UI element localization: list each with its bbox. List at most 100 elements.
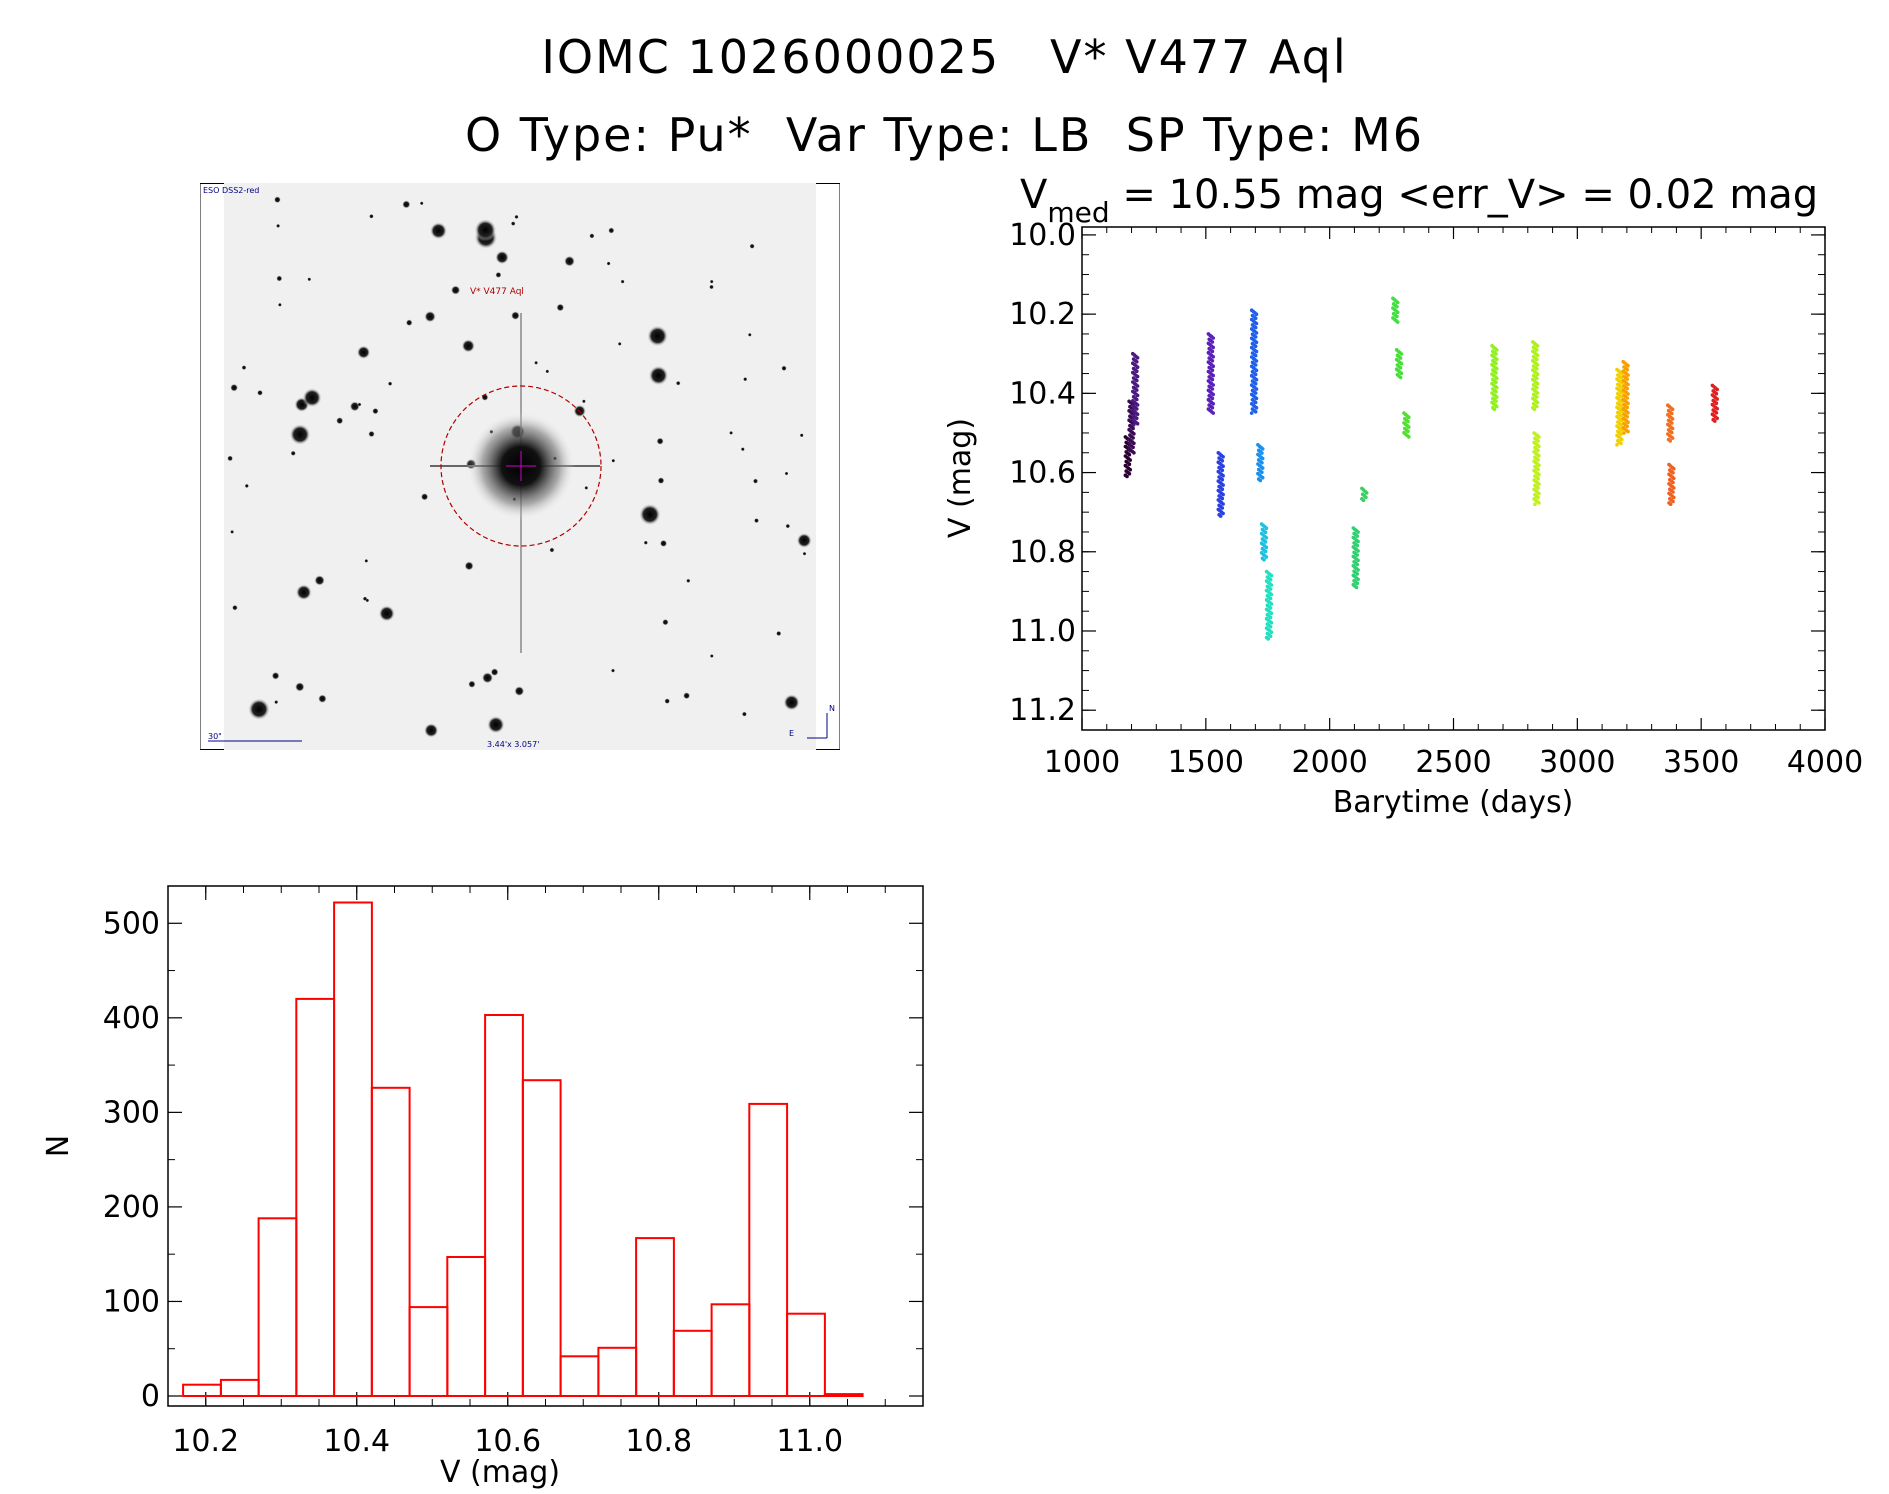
field-star (276, 275, 283, 282)
lc-point (1536, 458, 1540, 462)
lc-point-cluster (1216, 451, 1225, 518)
lc-xtick-label: 3500 (1663, 745, 1739, 780)
lc-point (1619, 422, 1623, 427)
lc-point-cluster (1264, 569, 1274, 641)
lc-point (1622, 431, 1626, 435)
lc-point (1670, 430, 1674, 435)
lc-point (1495, 366, 1499, 371)
lc-point (1127, 462, 1132, 467)
survey-label: ESO DSS2-red (203, 186, 259, 195)
lc-point (1619, 375, 1623, 380)
lc-point (1254, 312, 1259, 316)
lc-point (1266, 637, 1270, 641)
field-star (514, 214, 519, 220)
lc-point (1494, 361, 1498, 366)
lc-point (1135, 384, 1140, 388)
lc-point (1218, 514, 1223, 518)
lc-point (1620, 437, 1624, 442)
field-stars (227, 196, 812, 738)
lc-point (1221, 464, 1225, 469)
lc-point (1260, 456, 1265, 461)
lc-point (1268, 625, 1273, 629)
field-star (423, 723, 439, 738)
lc-point (1395, 320, 1400, 324)
lc-point (1626, 429, 1630, 434)
lc-point-cluster (1394, 348, 1404, 380)
lc-point (1220, 487, 1225, 492)
lc-point (1211, 345, 1215, 350)
hist-bar (257, 1217, 298, 1397)
lc-point (1253, 353, 1258, 358)
field-star (277, 302, 282, 307)
field-star (307, 277, 312, 282)
field-star (420, 493, 429, 501)
lc-point (1211, 392, 1215, 397)
lc-point (1537, 491, 1541, 496)
lc-point (1354, 585, 1359, 590)
lc-point (1625, 377, 1629, 381)
lc-point (1268, 634, 1273, 638)
hist-ytick-label: 0 (141, 1379, 160, 1414)
lc-point (1128, 467, 1132, 472)
lc-point (1264, 526, 1269, 530)
lc-xtick-label: 2500 (1415, 745, 1491, 780)
field-star (617, 341, 622, 346)
lc-point (1625, 386, 1629, 391)
lc-point (1253, 363, 1258, 367)
lc-axis-ticks: 1000 1500 2000 2500 3000 3500 4000 10.0 10.2 10.4… (1009, 218, 1863, 780)
lc-point (1670, 411, 1674, 416)
field-star (620, 279, 625, 284)
hist-axis-ticks: 10.2 10.4 10.6 10.8 11.0 0 100 200 300 400 500 (103, 886, 923, 1459)
lc-point (1398, 356, 1403, 360)
lc-xtick-label: 2000 (1291, 745, 1367, 780)
lc-point (1715, 416, 1719, 421)
lc-point (1135, 407, 1139, 411)
lc-point-cluster (1667, 462, 1676, 507)
lc-point (1260, 447, 1265, 451)
lc-point (1132, 441, 1136, 446)
lc-point (1619, 432, 1623, 436)
lc-point (1626, 411, 1630, 415)
field-star (662, 618, 669, 626)
lc-xtick-label: 4000 (1787, 745, 1863, 780)
lc-point (1535, 376, 1539, 380)
compass-n: N (829, 704, 835, 713)
lc-point (1220, 496, 1225, 501)
lc-point (1533, 502, 1537, 507)
lc-point (1264, 555, 1269, 559)
field-star (510, 311, 520, 321)
lc-point (1619, 394, 1623, 399)
field-star (781, 365, 787, 372)
lc-point (1364, 495, 1368, 500)
lc-point (1536, 439, 1540, 443)
lc-point (1626, 401, 1630, 406)
field-star (495, 271, 502, 278)
lc-xtick-label: 1000 (1044, 745, 1120, 780)
lc-point (1355, 543, 1360, 548)
lc-point (1211, 336, 1215, 340)
lc-point (1714, 411, 1719, 415)
lc-point (1211, 383, 1215, 387)
lc-point (1626, 373, 1630, 377)
lc-ytick-label: 10.2 (1009, 297, 1076, 332)
lc-point (1210, 359, 1215, 363)
field-star (368, 430, 375, 438)
lc-point (1253, 391, 1258, 395)
field-star (271, 671, 280, 680)
hist-bar (484, 1014, 524, 1397)
lc-point (1221, 502, 1225, 506)
field-star (405, 319, 413, 327)
lc-point (1135, 416, 1139, 421)
lc-plot-frame (1081, 226, 1826, 731)
hist-bar (748, 1102, 789, 1397)
lc-point (1132, 451, 1136, 455)
lc-point (1537, 463, 1541, 468)
lc-point (1254, 377, 1259, 382)
hist-bar (823, 1393, 864, 1397)
lc-point (1537, 444, 1541, 449)
lc-point (1364, 491, 1369, 495)
lc-point (1135, 378, 1139, 383)
lc-point (1671, 490, 1675, 494)
hist-xlabel: V (mag) (440, 1455, 560, 1490)
lc-point (1535, 385, 1539, 390)
